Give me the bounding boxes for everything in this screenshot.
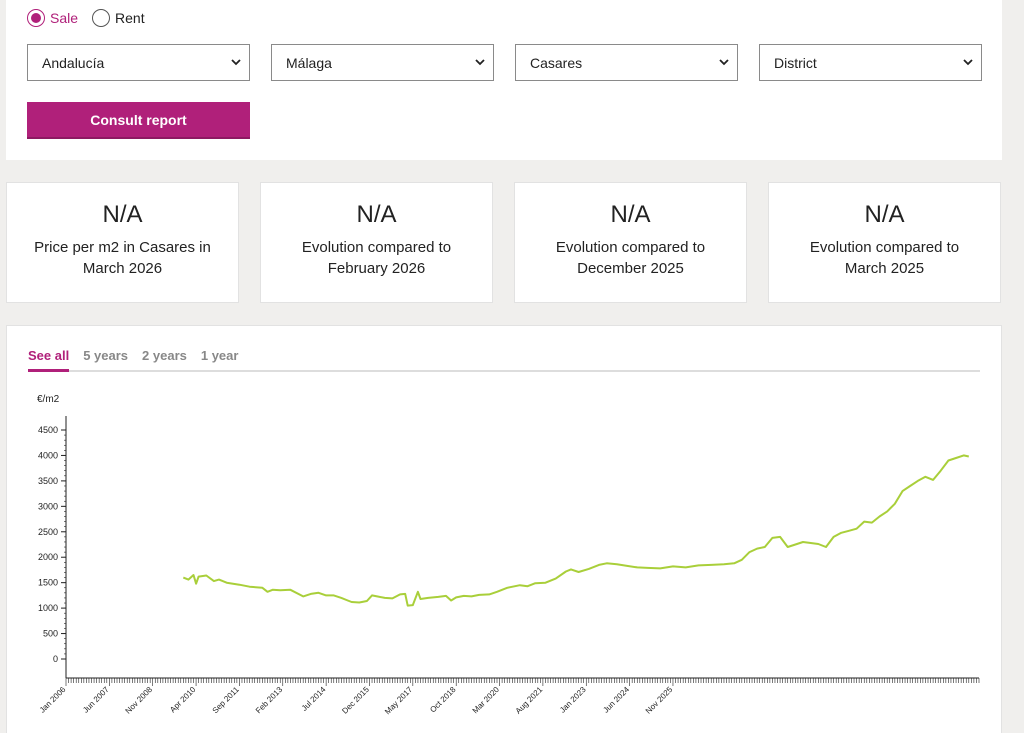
price-line-chart: €/m2 0 500 1000 1500 2000 2500 3000 3500 4000 4500… <box>37 394 980 717</box>
chevron-down-icon <box>719 59 729 66</box>
x-tick-label: May 2017 <box>383 685 415 717</box>
x-tick-label: Oct 2018 <box>428 685 458 715</box>
kpi-value: N/A <box>864 201 905 228</box>
y-tick-label: 4500 <box>38 425 58 435</box>
kpi-value: N/A <box>610 201 651 228</box>
chevron-down-icon <box>231 59 241 66</box>
radio-sale-label[interactable]: Sale <box>50 10 79 26</box>
y-tick-label: 500 <box>43 629 58 639</box>
radio-rent-label[interactable]: Rent <box>115 10 145 26</box>
y-tick-label: 4000 <box>38 450 58 460</box>
kpi-label: Evolution compared to February 2026 <box>301 239 452 277</box>
district-select-value: District <box>774 54 817 71</box>
consult-report-button[interactable]: Consult report <box>27 102 250 139</box>
search-panel: Sale Rent Andalucía Málaga Casares Distr… <box>6 0 1002 160</box>
price-series-line <box>182 454 970 607</box>
x-tick-label: Jul 2014 <box>300 685 328 713</box>
tab-see-all[interactable]: See all <box>28 348 70 372</box>
x-tick-label: Nov 2008 <box>124 685 155 716</box>
x-tick-label: Feb 2013 <box>254 685 285 716</box>
municipality-select[interactable]: Casares <box>515 44 738 81</box>
kpi-value: N/A <box>356 201 397 228</box>
kpi-label: Evolution compared to March 2025 <box>809 239 960 277</box>
y-tick-label: 0 <box>53 654 58 664</box>
kpi-label: Evolution compared to December 2025 <box>555 239 706 277</box>
y-tick-label: 3500 <box>38 476 58 486</box>
municipality-select-value: Casares <box>530 54 583 71</box>
x-tick-label: Jun 2007 <box>81 685 111 715</box>
x-tick-label: Nov 2025 <box>644 685 675 716</box>
x-tick-label: Jan 2023 <box>558 685 588 715</box>
kpi-card-monthly-evolution: N/A Evolution compared to February 2026 <box>260 182 493 303</box>
y-tick-label: 2000 <box>38 552 58 562</box>
x-tick-label: Dec 2015 <box>340 685 371 716</box>
province-select[interactable]: Málaga <box>271 44 494 81</box>
region-select-value: Andalucía <box>42 54 105 71</box>
x-tick-label: Apr 2010 <box>168 685 198 715</box>
x-tick-label: Sep 2011 <box>211 685 242 716</box>
y-tick-label: 1500 <box>38 578 58 588</box>
kpi-value: N/A <box>102 201 143 228</box>
operation-radio-group: Sale Rent <box>27 9 159 27</box>
radio-rent[interactable]: Rent <box>92 9 145 27</box>
tab-5-years[interactable]: 5 years <box>83 348 129 363</box>
y-tick-label: 3000 <box>38 501 58 511</box>
radio-sale[interactable]: Sale <box>27 9 78 27</box>
chevron-down-icon <box>475 59 485 66</box>
district-select[interactable]: District <box>759 44 982 81</box>
radio-rent-circle[interactable] <box>92 9 111 27</box>
y-tick-label: 1000 <box>38 603 58 613</box>
kpi-card-price: N/A Price per m2 in Casares in March 202… <box>6 182 239 303</box>
kpi-card-yearly-evolution: N/A Evolution compared to March 2025 <box>768 182 1001 303</box>
x-tick-label: Jan 2006 <box>38 685 68 715</box>
tab-1-year[interactable]: 1 year <box>200 348 239 363</box>
period-tabs: See all 5 years 2 years 1 year <box>28 348 980 372</box>
x-tick-label: Jun 2024 <box>601 685 631 715</box>
x-tick-label: Mar 2020 <box>471 685 502 716</box>
region-select[interactable]: Andalucía <box>27 44 250 81</box>
radio-sale-circle[interactable] <box>27 9 45 27</box>
kpi-label: Price per m2 in Casares in March 2026 <box>34 239 211 277</box>
chevron-down-icon <box>963 59 973 66</box>
province-select-value: Málaga <box>286 54 332 71</box>
kpi-card-quarterly-evolution: N/A Evolution compared to December 2025 <box>514 182 747 303</box>
price-chart-panel: See all 5 years 2 years 1 year €/m2 0 500 1… <box>6 325 1002 733</box>
x-tick-label: Aug 2021 <box>514 685 545 716</box>
tab-2-years[interactable]: 2 years <box>142 348 187 363</box>
y-axis-label: €/m2 <box>37 394 60 405</box>
y-tick-label: 2500 <box>38 527 58 537</box>
